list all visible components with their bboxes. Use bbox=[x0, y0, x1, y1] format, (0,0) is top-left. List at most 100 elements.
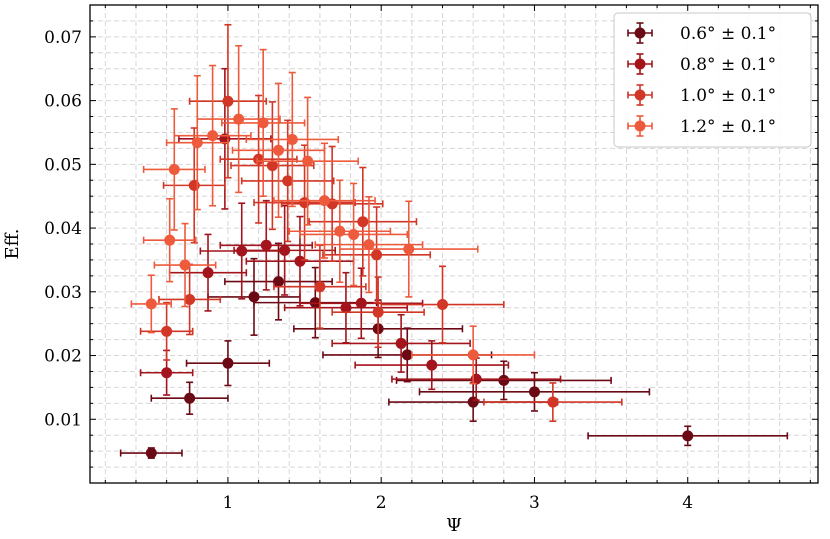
x-axis-label: Ψ bbox=[446, 515, 462, 536]
tick-labels: 1 2 3 4 0.01 0.02 0.03 0.04 0.05 0.06 0.07 bbox=[44, 28, 693, 513]
data-marker bbox=[528, 386, 540, 398]
data-marker bbox=[302, 155, 314, 167]
legend-label: 0.8° ± 0.1° bbox=[680, 55, 776, 75]
data-point bbox=[219, 199, 314, 291]
data-marker bbox=[168, 163, 180, 175]
y-axis-label: Eff. bbox=[2, 228, 23, 259]
data-point bbox=[150, 381, 229, 415]
data-point bbox=[339, 200, 479, 298]
data-marker bbox=[191, 137, 203, 149]
data-marker bbox=[547, 396, 559, 408]
data-marker bbox=[222, 95, 234, 107]
data-point bbox=[411, 325, 536, 385]
legend-label: 0.6° ± 0.1° bbox=[680, 24, 776, 44]
y-tick-label: 0.05 bbox=[44, 155, 82, 175]
data-point bbox=[322, 206, 432, 304]
legend-marker bbox=[634, 58, 646, 70]
data-point bbox=[142, 197, 197, 283]
data-marker bbox=[257, 117, 269, 129]
x-tick-label: 3 bbox=[529, 493, 540, 513]
data-series bbox=[119, 23, 789, 459]
data-point bbox=[221, 48, 306, 197]
legend-marker bbox=[634, 120, 646, 132]
data-point bbox=[233, 204, 337, 296]
data-point bbox=[256, 96, 360, 226]
data-marker bbox=[340, 302, 352, 314]
data-marker bbox=[426, 359, 438, 371]
data-marker bbox=[363, 239, 375, 251]
data-marker bbox=[372, 306, 384, 318]
legend-entry: 0.8° ± 0.1° bbox=[627, 53, 776, 75]
legend-entry: 1.2° ± 0.1° bbox=[627, 115, 776, 137]
data-marker bbox=[253, 153, 265, 165]
data-marker bbox=[286, 133, 298, 145]
data-point bbox=[308, 166, 418, 277]
legend-box bbox=[613, 12, 812, 148]
data-marker bbox=[273, 276, 285, 288]
data-marker bbox=[266, 160, 278, 172]
data-point bbox=[168, 233, 248, 312]
axis-ticks bbox=[90, 4, 818, 483]
data-point bbox=[188, 23, 268, 179]
data-marker bbox=[348, 228, 360, 240]
data-marker bbox=[682, 430, 694, 442]
data-point bbox=[153, 222, 217, 308]
data-point bbox=[587, 425, 789, 447]
data-marker bbox=[184, 392, 196, 404]
data-point bbox=[331, 276, 425, 349]
data-point bbox=[130, 274, 173, 334]
data-point bbox=[224, 242, 333, 321]
data-marker bbox=[260, 239, 272, 251]
data-point bbox=[165, 74, 229, 211]
data-marker bbox=[222, 357, 234, 369]
data-point bbox=[139, 301, 194, 361]
data-marker bbox=[145, 447, 157, 459]
data-marker bbox=[279, 244, 291, 256]
data-marker bbox=[401, 349, 413, 361]
legend: 0.6° ± 0.1° 0.8° ± 0.1° 1.0° ± 0.1° 1.2° ± … bbox=[613, 12, 812, 148]
data-marker bbox=[371, 249, 383, 261]
y-tick-label: 0.07 bbox=[44, 28, 82, 48]
data-point bbox=[119, 447, 183, 459]
data-point bbox=[245, 71, 340, 208]
data-marker bbox=[164, 234, 176, 246]
data-marker bbox=[318, 195, 330, 207]
data-marker bbox=[145, 298, 157, 310]
data-marker bbox=[314, 281, 326, 293]
x-tick-label: 4 bbox=[682, 493, 693, 513]
y-tick-label: 0.01 bbox=[44, 410, 82, 430]
data-point bbox=[142, 108, 206, 231]
data-point bbox=[380, 265, 505, 344]
data-marker bbox=[233, 113, 245, 125]
data-point bbox=[299, 182, 409, 287]
y-tick-label: 0.03 bbox=[44, 283, 82, 303]
data-marker bbox=[248, 291, 260, 303]
data-marker bbox=[184, 293, 196, 305]
data-marker bbox=[498, 374, 510, 386]
data-marker bbox=[161, 325, 173, 337]
legend-marker bbox=[634, 89, 646, 101]
y-tick-label: 0.06 bbox=[44, 92, 82, 112]
series-3 bbox=[130, 44, 536, 385]
legend-marker bbox=[634, 27, 646, 39]
data-point bbox=[331, 313, 471, 373]
data-marker bbox=[202, 267, 214, 279]
data-point bbox=[185, 340, 271, 387]
data-marker bbox=[395, 337, 407, 349]
y-tick-label: 0.02 bbox=[44, 347, 82, 367]
data-marker bbox=[467, 349, 479, 361]
data-marker bbox=[179, 259, 191, 271]
legend-label: 1.0° ± 0.1° bbox=[680, 86, 776, 106]
data-point bbox=[354, 340, 510, 391]
data-point bbox=[231, 82, 326, 219]
legend-entry: 0.6° ± 0.1° bbox=[627, 22, 776, 44]
data-marker bbox=[437, 299, 449, 311]
data-marker bbox=[357, 216, 369, 228]
data-marker bbox=[273, 144, 285, 156]
series-2 bbox=[139, 23, 623, 422]
data-point bbox=[273, 142, 376, 259]
data-point bbox=[283, 271, 409, 344]
data-point bbox=[219, 94, 298, 224]
data-marker bbox=[294, 255, 306, 267]
